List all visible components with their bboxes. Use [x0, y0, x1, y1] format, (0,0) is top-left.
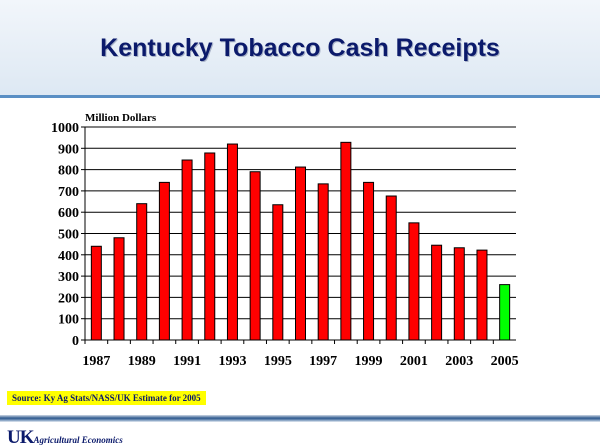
y-tick-label-200: 200 [58, 291, 79, 306]
x-tick-label-1987: 1987 [82, 354, 110, 369]
y-tick-label-400: 400 [58, 249, 79, 264]
y-axis-label: Million Dollars [85, 112, 157, 124]
x-tick-label-1997: 1997 [309, 354, 337, 369]
bar-2000 [385, 195, 397, 341]
x-tick-label-2003: 2003 [445, 354, 473, 369]
bar-2005 [499, 284, 511, 341]
x-tick-label-1999: 1999 [355, 354, 383, 369]
bar-1995 [272, 204, 284, 341]
bar-1992 [204, 152, 216, 341]
bar-1991 [181, 159, 193, 341]
top-divider [0, 95, 600, 98]
y-tick-label-800: 800 [58, 164, 79, 179]
y-tick-label-100: 100 [58, 313, 79, 328]
bar-2001 [408, 222, 420, 341]
bar-1989 [136, 203, 148, 341]
bar-2002 [431, 244, 443, 341]
title-band [0, 0, 600, 96]
bar-1996 [295, 166, 306, 341]
y-tick-label-300: 300 [58, 270, 79, 285]
x-tick-label-1989: 1989 [128, 354, 156, 369]
y-tick-label-500: 500 [58, 228, 79, 243]
bar-2003 [453, 247, 465, 341]
bottom-divider [0, 415, 600, 422]
bar-chart: 0 100 200 300 400 500 600 700 800 900 1000 Million … [51, 112, 519, 369]
x-tick-label-1995: 1995 [264, 354, 292, 369]
uk-agricultural-economics-logo: UKAgricultural Economics [7, 427, 123, 447]
y-tick-label-0: 0 [72, 334, 79, 349]
logo-text: Agricultural Economics [33, 435, 123, 445]
x-tick-label-1993: 1993 [218, 354, 246, 369]
y-tick-label-1000: 1000 [51, 121, 79, 136]
bar-1987 [90, 245, 102, 341]
slide-title: Kentucky Tobacco Cash Receipts [100, 34, 500, 62]
bar-1994 [249, 171, 261, 341]
bar-1990 [158, 181, 170, 341]
x-tick-label-2001: 2001 [400, 354, 428, 369]
uk-logo-mark: UK [7, 427, 34, 447]
bar-1997 [317, 183, 329, 341]
bar-1999 [363, 181, 375, 341]
source-note: Source: Ky Ag Stats/NASS/UK Estimate for… [7, 391, 206, 405]
bar-1993 [226, 143, 238, 341]
bar-1998 [340, 141, 352, 341]
y-tick-label-900: 900 [58, 142, 79, 157]
bar-1988 [113, 237, 125, 341]
bar-2004 [476, 249, 488, 341]
y-tick-label-600: 600 [58, 206, 79, 221]
y-tick-label-700: 700 [58, 185, 79, 200]
x-tick-label-1991: 1991 [173, 354, 201, 369]
x-tick-label-2005: 2005 [491, 354, 519, 369]
